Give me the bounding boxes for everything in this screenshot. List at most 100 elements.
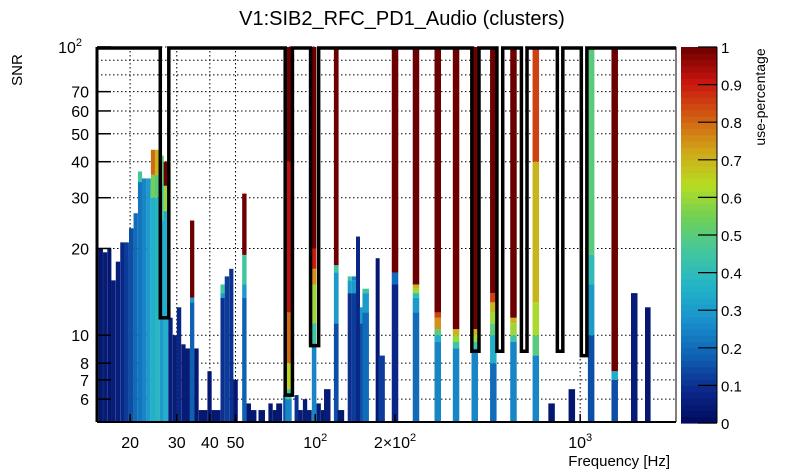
heatmap-cell — [532, 161, 540, 303]
colorbar-segment — [681, 247, 717, 255]
colorbar-segment — [681, 297, 717, 305]
heatmap-cell — [249, 410, 257, 422]
colorbar-segment — [681, 128, 717, 136]
x-tick-label: 103 — [568, 432, 592, 452]
colorbar-segment — [681, 260, 717, 267]
heatmap-cell — [316, 403, 321, 422]
colorbar-segment — [681, 159, 717, 167]
heatmap-cell — [471, 341, 479, 349]
heatmap-cell — [532, 355, 540, 422]
heatmap-cell — [324, 389, 331, 422]
heatmap-cell — [611, 379, 618, 422]
heatmap-cell — [242, 193, 247, 255]
x-axis-label: Frequency [Hz] — [568, 453, 670, 470]
heatmap-cell — [220, 293, 225, 298]
colorbar-segment — [681, 235, 717, 242]
colorbar-segment — [681, 310, 717, 318]
colorbar-segment — [681, 341, 717, 349]
heatmap-cell — [190, 220, 195, 298]
x-tick-label-exponent: 2 — [321, 432, 327, 444]
colorbar-segment — [681, 372, 717, 380]
colorbar-segment — [681, 291, 717, 299]
y-tick-label: 20 — [71, 241, 89, 258]
heatmap-cell — [242, 254, 247, 285]
colorbar-segment — [681, 347, 717, 355]
colorbar-segment — [681, 122, 717, 130]
heatmap-cell — [163, 161, 169, 186]
y-tick-label: 50 — [71, 127, 89, 144]
heatmap-cell — [146, 178, 151, 422]
x-tick-label-exponent: 2 — [410, 432, 416, 444]
colorbar-segment — [681, 59, 717, 67]
heatmap-cell — [351, 293, 356, 422]
heatmap-cell — [242, 297, 247, 422]
heatmap-cell — [510, 323, 517, 336]
heatmap-cell — [285, 312, 292, 364]
heatmap-cell — [220, 297, 225, 422]
heatmap-cell — [434, 329, 442, 336]
colorbar-segment — [681, 228, 717, 236]
heatmap-cell — [412, 312, 420, 422]
heatmap-cell — [202, 410, 208, 422]
heatmap-cell — [412, 297, 420, 313]
heatmap-cell — [412, 293, 420, 298]
colorbar-segment — [681, 285, 717, 292]
heatmap-cell — [311, 284, 317, 324]
colorbar: 0 0.1 0.2 0.3 0.4 0.5 0.6 0.7 0.8 0.9 1 — [681, 40, 742, 433]
heatmap-cell — [137, 171, 143, 183]
cluster-outline — [97, 46, 676, 397]
colorbar-segment — [681, 404, 717, 412]
colorbar-tick-label: 1 — [721, 40, 729, 57]
heatmap-cell — [159, 220, 164, 422]
heatmap-cell — [302, 399, 308, 422]
heatmap-cell — [490, 323, 497, 336]
y-tick-label-exponent: 2 — [76, 37, 82, 49]
heatmap-cell — [490, 363, 497, 422]
colorbar-segment — [681, 253, 717, 261]
heatmap-cell — [229, 268, 234, 422]
heatmap-cell — [391, 272, 399, 285]
heatmap-cell — [490, 335, 497, 364]
x-tick-label: 50 — [227, 435, 245, 452]
heatmap-cell — [198, 410, 204, 422]
colorbar-segment — [681, 360, 717, 368]
heatmap-cell — [630, 293, 638, 422]
chart-title: V1:SIB2_RFC_PD1_Audio (clusters) — [239, 8, 565, 30]
heatmap-cells — [98, 47, 651, 422]
heatmap-cell — [311, 268, 317, 285]
y-tick-label: 6 — [80, 392, 89, 409]
heatmap-cell — [351, 276, 356, 281]
heatmap-cell — [333, 272, 339, 324]
colorbar-segment — [681, 153, 717, 161]
colorbar-segment — [681, 191, 717, 198]
colorbar-tick-label: 0.9 — [721, 78, 742, 95]
heatmap-cell — [434, 341, 442, 422]
heatmap-cell — [532, 47, 540, 162]
heatmap-cell — [490, 312, 497, 324]
heatmap-cell — [320, 410, 326, 422]
heatmap-cell — [311, 47, 317, 249]
heatmap-cell — [285, 161, 292, 313]
x-tick-label: 102 — [303, 432, 327, 452]
heatmap-cell — [490, 293, 497, 303]
colorbar-segment — [681, 410, 717, 418]
colorbar-tick-label: 0.1 — [721, 378, 742, 395]
colorbar-segment — [681, 316, 717, 324]
x-tick-label: 30 — [168, 435, 186, 452]
heatmap-cell — [306, 410, 312, 422]
heatmap-cell — [351, 280, 356, 294]
heatmap-cell — [532, 302, 540, 336]
heatmap-cell — [359, 307, 364, 324]
colorbar-segment — [681, 329, 717, 336]
colorbar-tick-label: 0.7 — [721, 153, 742, 170]
colorbar-segment — [681, 303, 717, 311]
colorbar-segment — [681, 90, 717, 98]
heatmap-cell — [362, 293, 369, 313]
colorbar-segment — [681, 65, 717, 73]
heatmap-cell — [452, 341, 460, 349]
heatmap-cell — [347, 293, 352, 422]
colorbar-segment — [681, 216, 717, 224]
colorbar-segment — [681, 147, 717, 155]
heatmap-cell — [362, 312, 369, 422]
y-tick-label: 8 — [80, 356, 89, 373]
